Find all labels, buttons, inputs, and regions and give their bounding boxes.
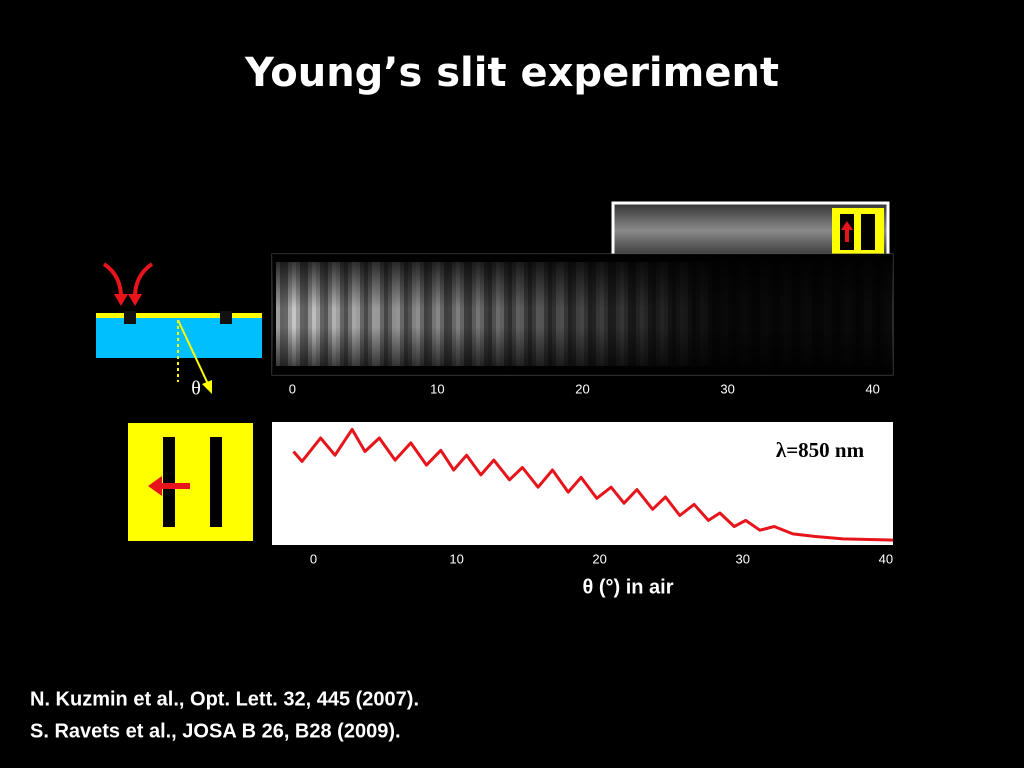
x-tick-label: 30 [720,381,734,396]
x-tick-label: 20 [592,551,606,566]
x-tick-label: 0 [289,381,296,396]
reference: S. Ravets et al., JOSA B 26, B28 (2009). [30,720,401,742]
slit-icon [128,423,253,541]
x-tick-label: 40 [879,551,893,566]
inset-image [611,201,890,260]
fringe-fade [272,254,893,375]
title: Young’s slit experiment [244,50,779,96]
x-tick-label: 20 [575,381,589,396]
slit-diagram: θ [96,262,262,400]
x-tick-label: 40 [865,381,879,396]
x-tick-label: 10 [449,551,463,566]
camera-image [271,253,894,376]
x-axis-label: θ (°) in air [582,576,673,598]
x-tick-label: 0 [310,551,317,566]
x-tick-label: 10 [430,381,444,396]
x-tick-label: 30 [736,551,750,566]
data-line [292,427,894,542]
angle-label: θ [191,378,201,400]
reference: N. Kuzmin et al., Opt. Lett. 32, 445 (20… [30,688,419,710]
annotation: λ=850 nm [776,438,865,462]
